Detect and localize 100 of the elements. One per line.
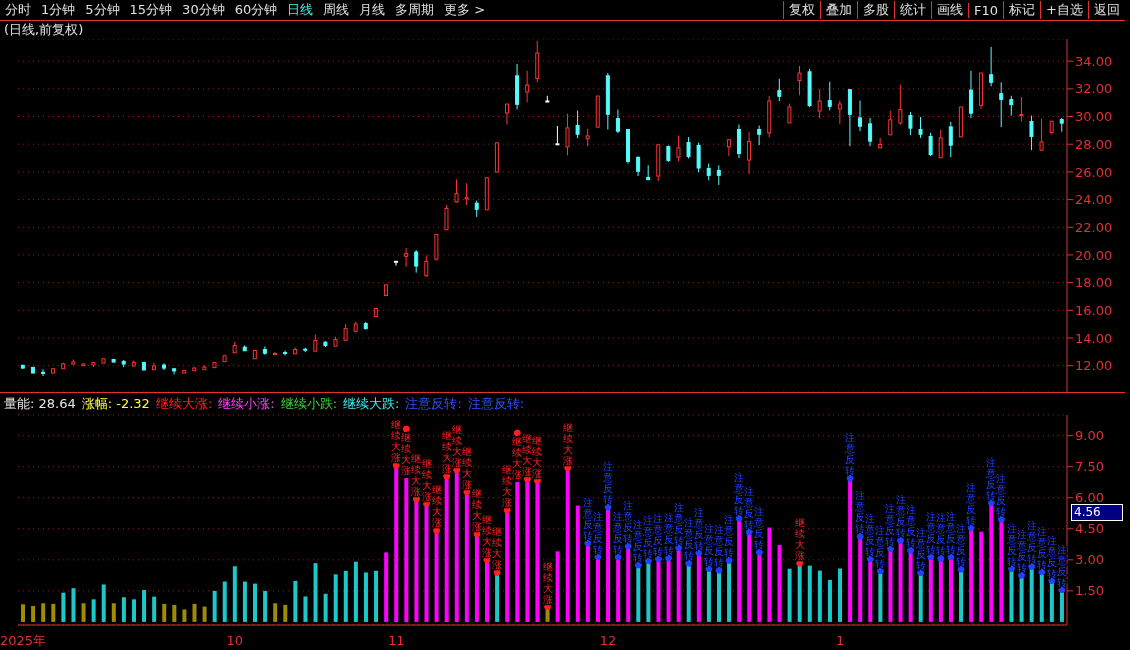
bar xyxy=(827,579,832,622)
bar xyxy=(81,603,86,622)
candlestick xyxy=(898,84,903,126)
bar xyxy=(313,563,318,622)
data-label: 继续大涨 xyxy=(401,432,412,477)
data-label: 注意反转 xyxy=(854,490,866,535)
candlestick xyxy=(787,103,792,124)
data-label: 注意反转 xyxy=(591,510,603,555)
bar xyxy=(767,527,772,622)
data-label: 继续大涨 xyxy=(522,432,533,477)
data-label: 注意反转 xyxy=(723,514,735,559)
data-label: 注意反转 xyxy=(965,481,977,526)
y-tick-label: 7.50 xyxy=(1075,459,1104,475)
data-label: 注意反转 xyxy=(1055,543,1067,588)
y-tick-label: 4.50 xyxy=(1075,521,1104,537)
bar xyxy=(555,551,560,622)
data-label: 注意反转 xyxy=(702,522,714,567)
bar xyxy=(111,603,116,622)
candlestick xyxy=(525,70,530,103)
text: 多股 xyxy=(857,1,895,19)
text: 复权 xyxy=(783,1,821,19)
text: 继续大涨: xyxy=(155,396,213,411)
text: 60分钟 xyxy=(233,1,279,19)
y-tick-label: 6.00 xyxy=(1075,490,1104,506)
candlestick xyxy=(908,111,913,136)
bar xyxy=(242,581,247,622)
bar xyxy=(999,519,1004,622)
text: 30分钟 xyxy=(181,1,226,19)
bar xyxy=(152,596,157,622)
bar xyxy=(253,583,258,622)
point xyxy=(402,425,410,433)
text: F10 xyxy=(968,2,1004,18)
candlestick xyxy=(414,249,419,274)
bar xyxy=(374,570,379,622)
bar xyxy=(263,590,268,622)
data-label: 注意反转 xyxy=(672,501,684,546)
bar xyxy=(182,609,187,622)
data-label: 注意反转 xyxy=(1025,520,1037,565)
candlestick xyxy=(41,368,45,377)
y-tick-label: 30.00 xyxy=(1075,109,1113,125)
data-label: 继续大涨 xyxy=(451,423,462,468)
candlestick xyxy=(1009,95,1014,117)
text: 周线 xyxy=(322,1,351,19)
data-label: 注意反转 xyxy=(1005,522,1017,567)
y-tick-label: 34.00 xyxy=(1075,53,1113,69)
candlestick xyxy=(404,247,409,268)
text: +自选 xyxy=(1040,1,1088,19)
candlestick xyxy=(464,182,469,206)
bar xyxy=(333,574,338,622)
y-tick-label: 18.00 xyxy=(1075,275,1113,291)
candlestick xyxy=(1019,96,1024,122)
bar xyxy=(686,563,691,622)
candlestick xyxy=(555,125,560,146)
text: 4.56 xyxy=(1071,504,1123,522)
bar xyxy=(91,599,96,622)
bar xyxy=(343,570,348,622)
candlestick xyxy=(636,155,641,177)
data-label: 注意反转 xyxy=(985,456,997,501)
data-label: 注意反转 xyxy=(934,512,946,557)
data-label: 注意反转 xyxy=(904,504,916,549)
text: 分时 xyxy=(4,1,32,19)
candlestick xyxy=(938,129,943,159)
data-label: 注意反转 xyxy=(864,512,876,557)
data-label: 继续大涨 xyxy=(512,436,523,480)
bar xyxy=(384,552,389,622)
candlestick xyxy=(817,88,822,119)
data-label: 继续大涨 xyxy=(391,419,402,464)
bar xyxy=(807,565,812,622)
x-tick-label: 10 xyxy=(226,633,244,648)
text: 叠加 xyxy=(820,1,858,19)
y-tick-label: 3.00 xyxy=(1075,552,1104,568)
bar xyxy=(101,584,106,622)
text: 月线 xyxy=(358,1,387,19)
bar xyxy=(797,563,802,622)
text: 继续小涨: xyxy=(218,396,275,411)
data-label: 继续大涨 xyxy=(562,421,573,466)
text: 注意反转: xyxy=(467,396,525,411)
data-label: 继续大涨 xyxy=(502,464,513,509)
bar xyxy=(131,599,136,622)
text: 1分钟 xyxy=(40,1,77,19)
text: 继续小跌: xyxy=(280,396,338,411)
bar xyxy=(838,568,843,622)
candlestick xyxy=(797,65,802,96)
data-label: 注意反转 xyxy=(602,461,614,506)
data-label: 注意反转 xyxy=(622,499,634,544)
bar xyxy=(606,507,611,622)
data-label: 注意反转 xyxy=(884,502,896,547)
candlestick xyxy=(736,124,741,159)
bar xyxy=(202,606,207,622)
text: 继续大跌: xyxy=(343,396,400,411)
candlestick xyxy=(888,110,893,136)
candlestick xyxy=(1039,118,1044,152)
text: 更多 > xyxy=(443,1,487,19)
y-tick-label: 9.00 xyxy=(1075,428,1104,444)
y-tick-label: 32.00 xyxy=(1075,81,1113,97)
text: 统计 xyxy=(894,1,932,19)
y-tick-label: 22.00 xyxy=(1075,219,1113,235)
data-label: 注意反转 xyxy=(652,512,664,557)
y-tick-label: 14.00 xyxy=(1075,330,1113,346)
text: 量能: 28.64 xyxy=(4,396,76,411)
